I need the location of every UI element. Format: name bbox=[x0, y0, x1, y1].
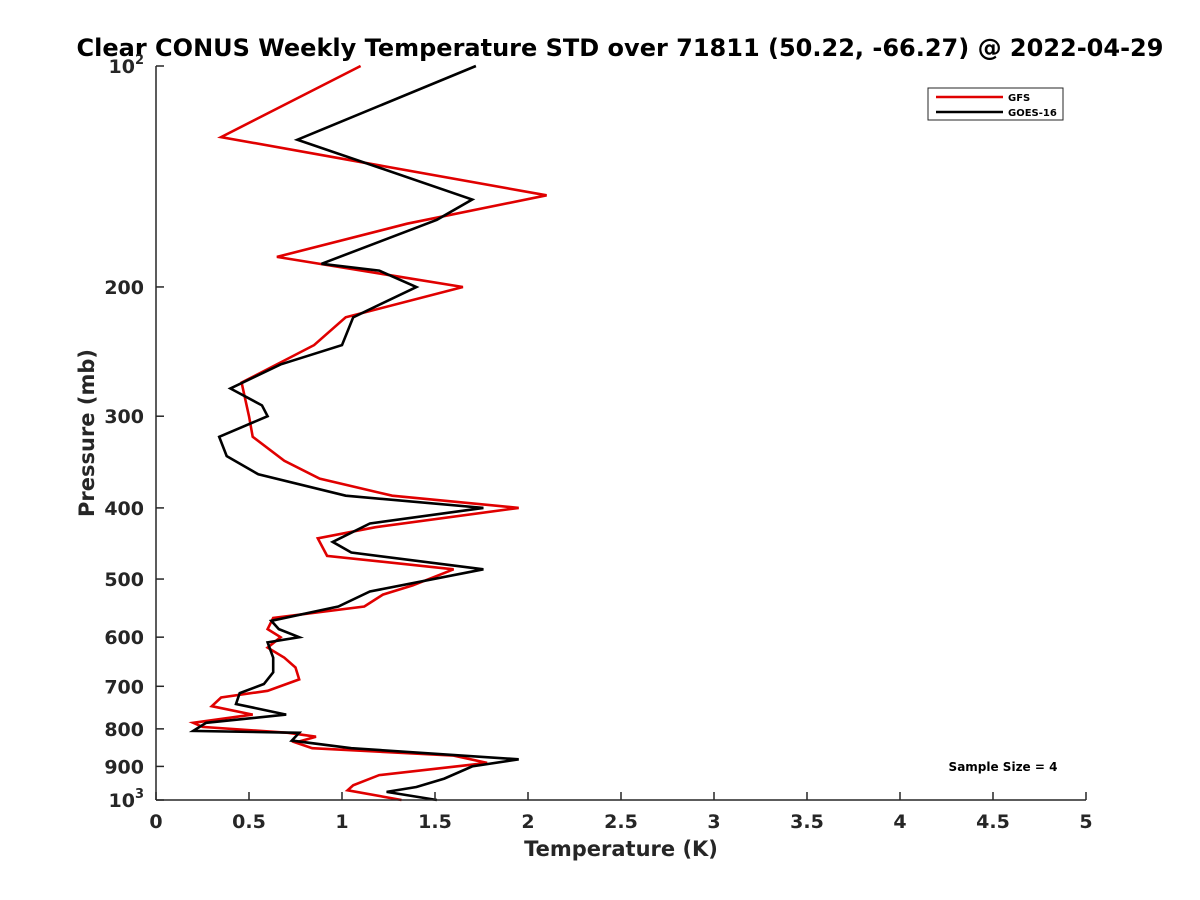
x-tick-label: 3 bbox=[707, 811, 720, 833]
x-tick-label: 1.5 bbox=[418, 811, 452, 833]
x-tick-label: 0.5 bbox=[232, 811, 266, 833]
y-tick-label-base: 200 bbox=[104, 277, 144, 299]
sample-size-annotation: Sample Size = 4 bbox=[949, 760, 1058, 774]
y-tick-label-base: 900 bbox=[104, 756, 144, 778]
x-tick-label: 5 bbox=[1079, 811, 1092, 833]
series-line-gfs bbox=[188, 64, 547, 802]
y-tick-label-base: 500 bbox=[104, 569, 144, 591]
x-tick-label: 4.5 bbox=[976, 811, 1010, 833]
y-tick-label-base: 700 bbox=[104, 676, 144, 698]
y-tick-label: 200 bbox=[104, 277, 144, 299]
y-tick-label: 600 bbox=[104, 627, 144, 649]
y-tick-label: 900 bbox=[104, 756, 144, 778]
y-tick-label-base: 300 bbox=[104, 406, 144, 428]
y-axis-label: Pressure (mb) bbox=[75, 349, 99, 517]
y-tick-label-base: 10 bbox=[109, 790, 135, 812]
y-tick-label: 103 bbox=[109, 787, 145, 812]
legend-box bbox=[927, 87, 1064, 121]
y-tick-label: 400 bbox=[104, 498, 144, 520]
axes-background bbox=[156, 66, 1086, 800]
series-line-goes-16 bbox=[188, 64, 519, 802]
y-tick-label: 300 bbox=[104, 406, 144, 428]
y-tick-label-exponent: 2 bbox=[135, 53, 144, 68]
y-tick-label: 500 bbox=[104, 569, 144, 591]
x-axis-label: Temperature (K) bbox=[524, 837, 718, 861]
x-tick-label: 1 bbox=[335, 811, 348, 833]
y-tick-label: 700 bbox=[104, 676, 144, 698]
x-tick-label: 3.5 bbox=[790, 811, 824, 833]
legend-label: GOES-16 bbox=[1008, 108, 1057, 119]
x-axis-ticks: 0 0.5 1 1.5 2 2.5 3 3.5 4 4.5 5 bbox=[149, 792, 1093, 833]
series-layer bbox=[188, 64, 547, 802]
y-tick-label-base: 10 bbox=[109, 56, 135, 78]
legend: GFS GOES-16 bbox=[927, 87, 1064, 121]
x-tick-label: 4 bbox=[893, 811, 906, 833]
y-tick-label-exponent: 3 bbox=[135, 787, 144, 802]
chart-title: Clear CONUS Weekly Temperature STD over … bbox=[77, 34, 1164, 62]
x-tick-label: 0 bbox=[149, 811, 162, 833]
plot-area: 0 0.5 1 1.5 2 2.5 3 3.5 4 4.5 5 102200300400500600… bbox=[104, 53, 1092, 833]
y-tick-label: 800 bbox=[104, 719, 144, 741]
x-tick-label: 2.5 bbox=[604, 811, 638, 833]
y-tick-label-base: 400 bbox=[104, 498, 144, 520]
legend-label: GFS bbox=[1008, 93, 1030, 104]
y-tick-label-base: 600 bbox=[104, 627, 144, 649]
y-tick-label: 102 bbox=[109, 53, 145, 78]
x-tick-label: 2 bbox=[521, 811, 534, 833]
y-tick-label-base: 800 bbox=[104, 719, 144, 741]
